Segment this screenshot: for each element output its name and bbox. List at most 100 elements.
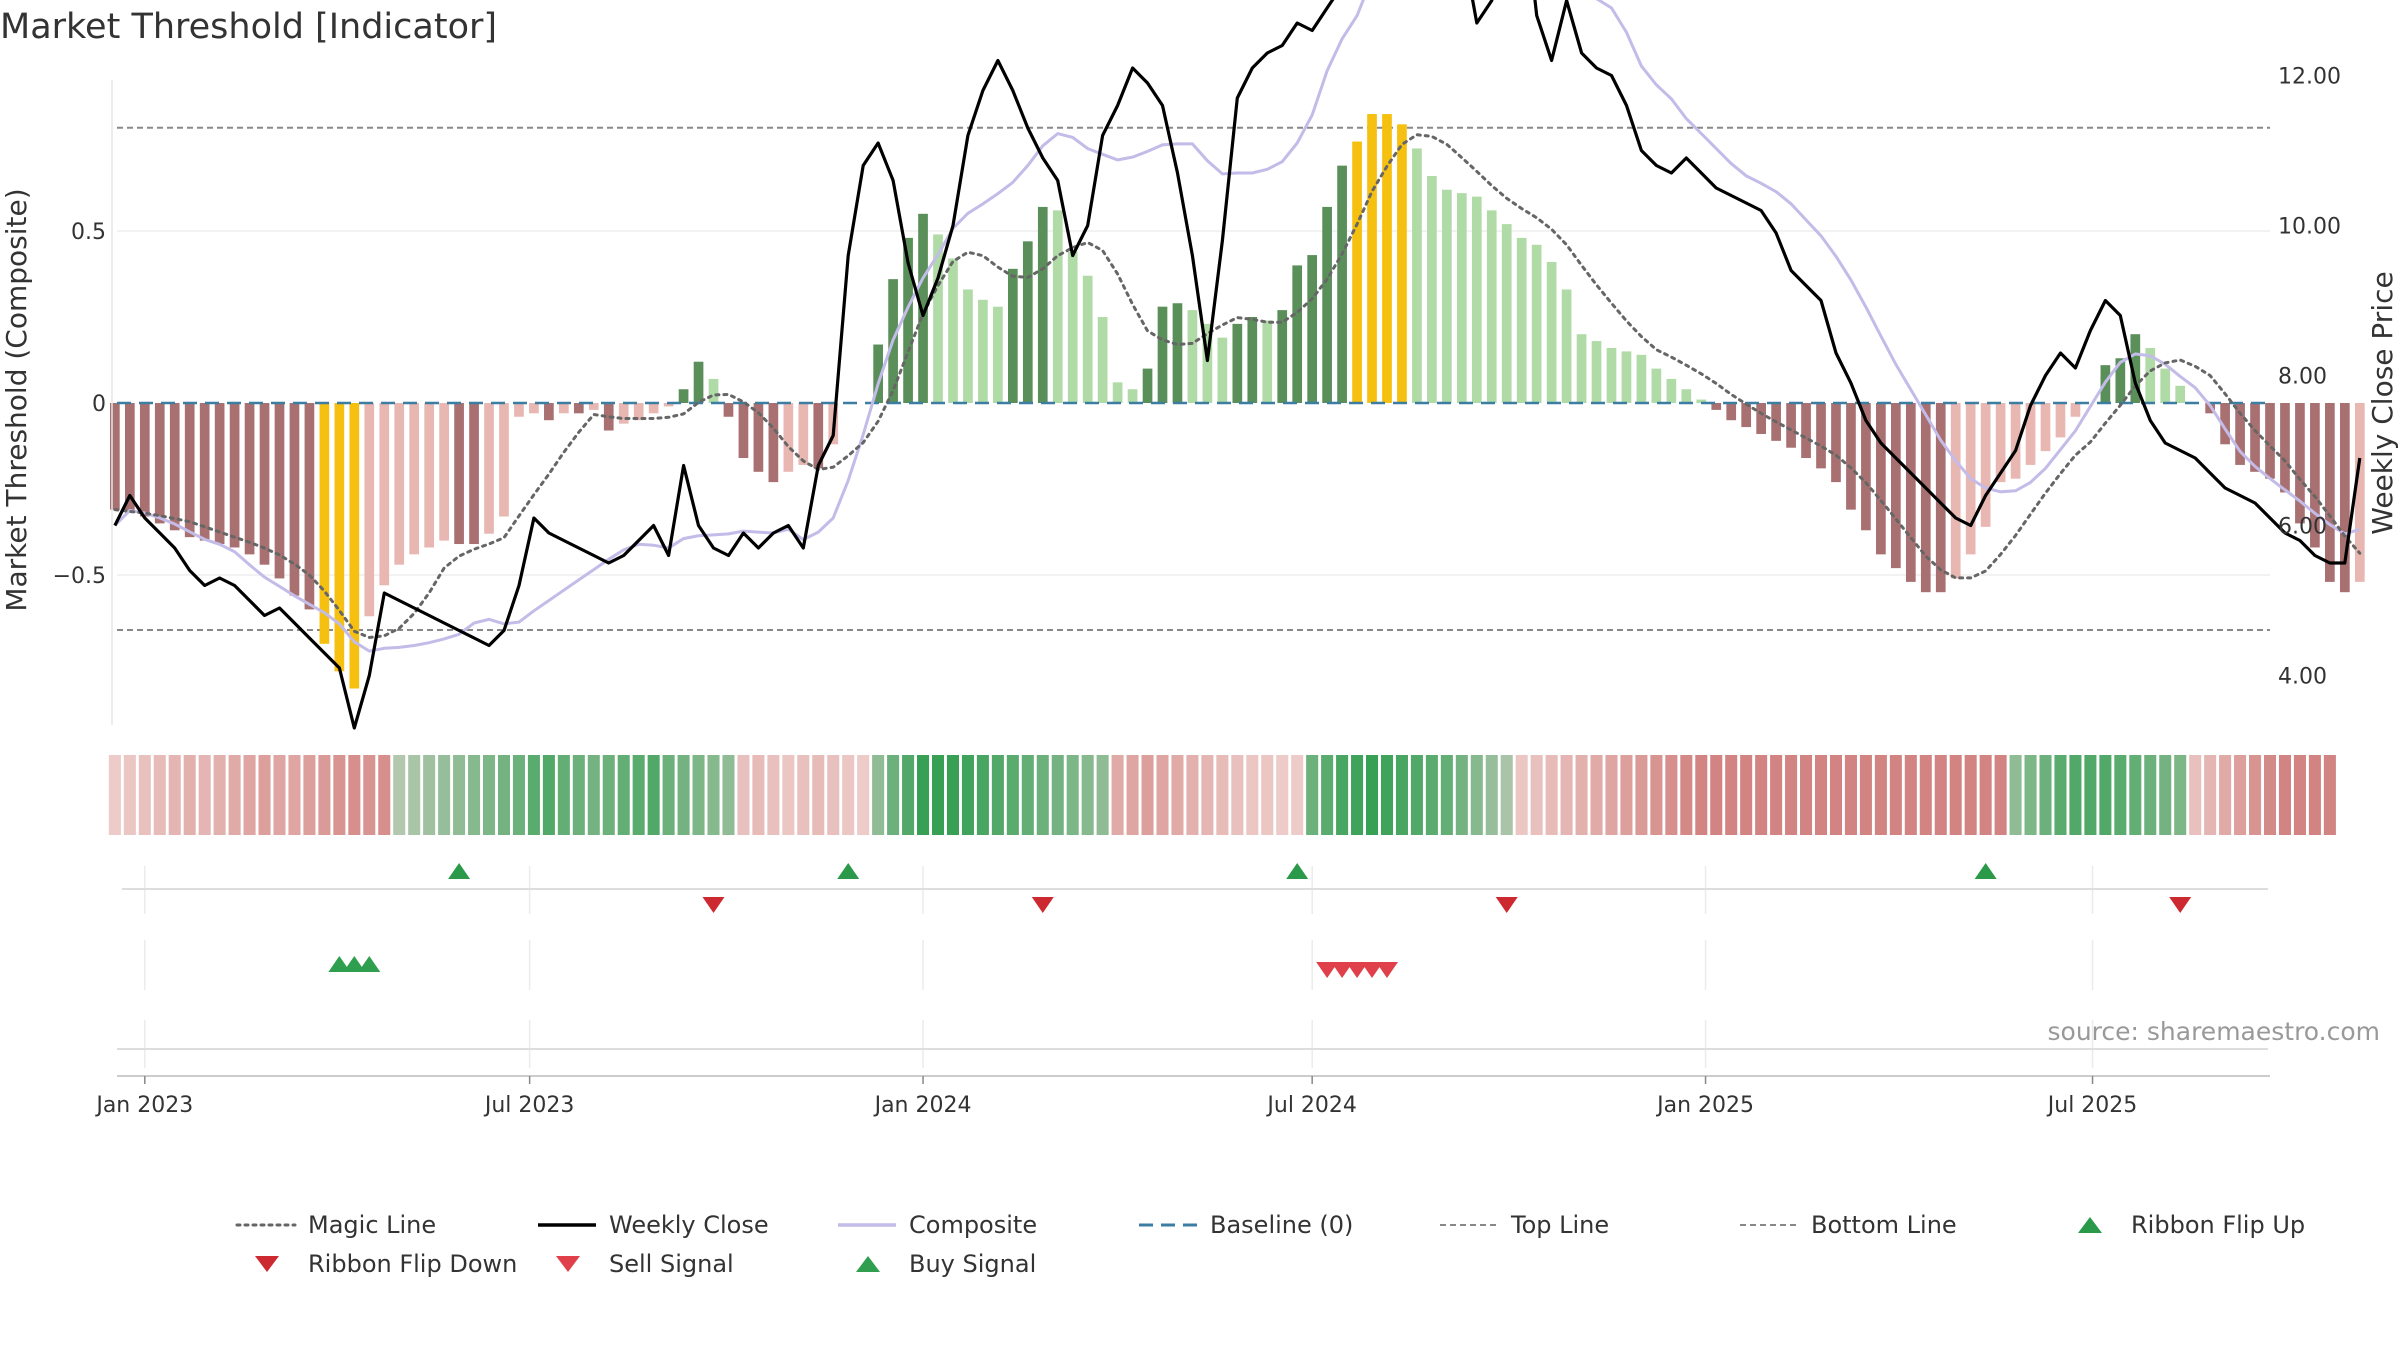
ribbon-cell — [2189, 755, 2202, 835]
ribbon-cell — [453, 755, 466, 835]
ribbon-cell — [2069, 755, 2082, 835]
legend-swatch — [2078, 1217, 2102, 1233]
ribbon-cell — [1081, 755, 1094, 835]
composite-bar — [409, 403, 420, 555]
composite-bar — [1112, 382, 1123, 403]
legend-item: Composite — [838, 1211, 1037, 1239]
composite-bar — [1187, 310, 1198, 403]
legend-swatch — [255, 1256, 279, 1272]
composite-bar — [544, 403, 554, 421]
ribbon-cell — [1336, 755, 1349, 835]
weekly-close-line — [113, 0, 2362, 730]
composite-bar — [2265, 403, 2275, 479]
ribbon-cell — [976, 755, 989, 835]
ribbon-cell — [1770, 755, 1783, 835]
composite-bar — [1741, 403, 1752, 428]
ribbon-cell — [2084, 755, 2097, 835]
composite-bar — [1861, 403, 1871, 531]
ribbon-cell — [1665, 755, 1678, 835]
composite-bar — [1950, 403, 1961, 579]
ribbon-cell — [587, 755, 600, 835]
right-tick-label: 12.00 — [2278, 65, 2341, 90]
composite-bar — [1606, 347, 1617, 403]
composite-bar — [244, 403, 255, 555]
composite-bar — [1995, 403, 2006, 483]
ribbon-cell — [123, 755, 136, 835]
ribbon-cell — [902, 755, 915, 835]
composite-bar — [1846, 403, 1856, 510]
composite-bar — [1935, 403, 1946, 593]
ribbon-cell — [303, 755, 316, 835]
ribbon-cell — [1964, 755, 1977, 835]
legend-label: Bottom Line — [1811, 1211, 1957, 1239]
ribbon-cell — [1201, 755, 1214, 835]
composite-bar — [1576, 334, 1587, 403]
ribbon-cell — [2114, 755, 2127, 835]
composite-bar — [1292, 265, 1303, 403]
composite-bar — [1067, 251, 1078, 403]
composite-bar — [1052, 210, 1063, 403]
ribbon-cell — [1859, 755, 1872, 835]
composite-bar — [1232, 323, 1243, 403]
composite-bar — [1097, 317, 1108, 403]
composite-bar — [499, 403, 509, 517]
composite-bar — [349, 403, 360, 689]
ribbon-cell — [931, 755, 945, 835]
composite-bar — [2310, 403, 2320, 548]
ribbon-cell — [707, 755, 720, 835]
composite-bar — [768, 403, 779, 483]
ribbon-cell — [1710, 755, 1723, 835]
ribbon-cell — [917, 755, 930, 835]
ribbon-cell — [2234, 755, 2247, 835]
composite-bar — [1142, 368, 1153, 403]
ribbon-cell — [602, 755, 615, 835]
ribbon-cell — [1380, 755, 1394, 835]
right-tick-label: 6.00 — [2278, 515, 2327, 540]
ribbon-cell — [1814, 755, 1828, 835]
composite-bar — [753, 403, 764, 472]
composite-bar — [1337, 165, 1347, 403]
composite-bar — [484, 403, 494, 534]
composite-bar — [798, 403, 809, 465]
composite-bar — [1307, 255, 1318, 403]
ribbon-cell — [1111, 755, 1124, 835]
left-tick-label: 0.5 — [71, 220, 106, 245]
magic-line — [113, 133, 2362, 640]
x-tick-label: Jan 2025 — [1655, 1093, 1754, 1118]
composite-bar — [678, 389, 689, 403]
ribbon-cell — [1395, 755, 1408, 835]
composite-bar — [1022, 241, 1033, 403]
ribbon-cell — [1321, 755, 1334, 835]
axes: 0.50−0.54.006.008.0010.0012.0014.0016.00… — [53, 65, 2341, 1119]
composite-bar — [1442, 189, 1452, 403]
composite-bar — [439, 403, 449, 541]
ribbon-cell — [1470, 755, 1483, 835]
composite-bar — [1801, 403, 1811, 459]
ribbon-cell — [812, 755, 825, 835]
composite-bar — [124, 403, 135, 514]
ribbon-cell — [1246, 755, 1259, 835]
composite-bar — [1711, 403, 1722, 410]
ribbon-cell — [408, 755, 421, 835]
ribbon-cell — [1635, 755, 1648, 835]
ribbon-cell — [512, 755, 525, 835]
right-axis-label: Weekly Close Price — [2366, 271, 2399, 534]
ribbon-cell — [1141, 755, 1154, 835]
composite-bar — [588, 403, 599, 410]
composite-bar — [2160, 368, 2171, 403]
ribbon-cell — [692, 755, 705, 835]
composite-bar — [229, 403, 240, 548]
ribbon-cell — [527, 755, 540, 835]
ribbon-cell — [108, 755, 121, 835]
ribbon-cell — [961, 755, 974, 835]
legend-label: Weekly Close — [609, 1211, 769, 1239]
ribbon-cell — [1650, 755, 1663, 835]
ribbon-cell — [258, 755, 271, 835]
ribbon-cell — [497, 755, 511, 835]
ribbon-cell — [1725, 755, 1738, 835]
composite-bar — [1501, 224, 1512, 403]
ribbon-cell — [2278, 755, 2291, 835]
composite-bar — [693, 361, 704, 403]
composite-bar — [1696, 399, 1707, 403]
